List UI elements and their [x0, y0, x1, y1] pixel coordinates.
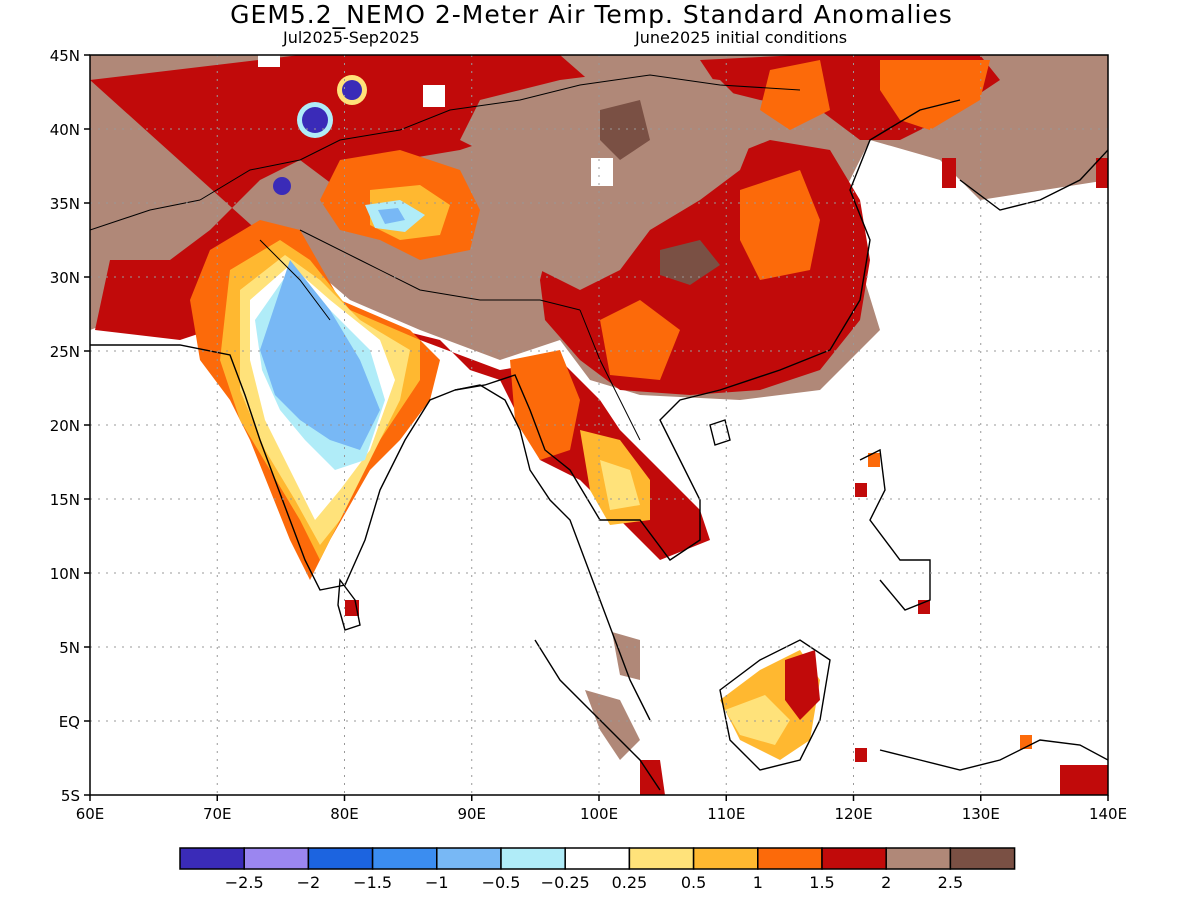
colorbar-label: −0.25 [541, 873, 590, 892]
anomaly-cell [942, 158, 956, 188]
tick-label-lon: 130E [962, 805, 1000, 823]
anomaly-region-darkbrown [660, 240, 720, 285]
tick-label-lat: 5N [59, 639, 80, 657]
colorbar-label: 0.5 [681, 873, 706, 892]
colorbar-label: 2.5 [938, 873, 963, 892]
colorbar-label: 2 [881, 873, 891, 892]
colorbar-label: −0.5 [482, 873, 521, 892]
tick-label-lat: 30N [50, 269, 80, 287]
colorbar-swatch [628, 847, 695, 870]
forecast-period: Jul2025-Sep2025 [283, 28, 420, 47]
colorbar-swatch [500, 847, 566, 870]
tick-label-lon: 80E [330, 805, 359, 823]
colorbar-label: 1 [753, 873, 763, 892]
tick-label-lon: 120E [834, 805, 872, 823]
colorbar-label: −1 [425, 873, 449, 892]
anomaly-spot-cold [342, 80, 362, 100]
tick-label-lat: EQ [59, 713, 80, 731]
anomaly-region-brown [612, 632, 640, 680]
colorbar-swatch [692, 847, 759, 870]
tick-label-lat: 25N [50, 343, 80, 361]
colorbar-swatch [307, 847, 374, 870]
tick-label-lon: 140E [1089, 805, 1127, 823]
anomaly-region-lightblue [260, 260, 380, 450]
tick-label-lat: 45N [50, 47, 80, 65]
anomaly-region-darkred [785, 650, 820, 720]
tick-label-lat: 15N [50, 491, 80, 509]
anomaly-cell [855, 483, 867, 497]
anomaly-spot-cold [302, 107, 328, 133]
tick-label-lat: 20N [50, 417, 80, 435]
anomaly-region-orange [880, 60, 990, 130]
coastline [90, 99, 1108, 791]
anomaly-spot-cold [273, 177, 291, 195]
colorbar-label: 1.5 [809, 873, 834, 892]
colorbar-label: −2.5 [225, 873, 264, 892]
colorbar-swatch [949, 847, 1016, 870]
tick-label-lat: 10N [50, 565, 80, 583]
page-title: GEM5.2_NEMO 2-Meter Air Temp. Standard A… [230, 0, 953, 29]
colorbar-swatch [885, 847, 952, 870]
anomaly-region-darkbrown [600, 100, 650, 160]
gridlines [90, 55, 1108, 795]
colorbar-label: −1.5 [353, 873, 392, 892]
initial-conditions: June2025 initial conditions [635, 28, 848, 47]
anomaly-cell [868, 453, 880, 467]
colorbar-swatch [821, 847, 887, 870]
tick-label-lat: 5S [61, 787, 80, 805]
missing-cell [423, 85, 445, 107]
tick-label-lat: 40N [50, 121, 80, 139]
anomaly-region-yellow [725, 695, 790, 745]
tick-label-lat: 35N [50, 195, 80, 213]
missing-cell [591, 158, 613, 186]
missing-cell [258, 55, 280, 67]
colorbar: −2.5 −2 −1.5 −1 −0.5 −0.25 0.25 0.5 1 1.5 2 2.5 [179, 847, 1016, 892]
borders [90, 74, 801, 441]
anomaly-region-yellow [600, 460, 640, 510]
anomaly-region-orange [760, 60, 830, 130]
axis-ticks: 60E 70E 80E 90E 100E 110E 120E 130E 140E 45N 40N 35… [50, 47, 1127, 823]
anomaly-region-lightblue [378, 208, 405, 224]
tick-label-lon: 110E [707, 805, 745, 823]
anomaly-region-orange [600, 300, 680, 380]
colorbar-swatch [757, 847, 823, 870]
anomaly-cell [1096, 158, 1108, 188]
anomaly-region-orange [740, 170, 820, 280]
colorbar-label: −2 [297, 873, 321, 892]
anomaly-region-brown [585, 690, 640, 760]
anomaly-region-orange [510, 350, 580, 460]
anomaly-cell [855, 748, 867, 762]
colorbar-swatch [436, 847, 502, 870]
colorbar-label: 0.25 [612, 873, 648, 892]
tick-label-lon: 100E [580, 805, 618, 823]
tick-label-lon: 70E [203, 805, 232, 823]
tick-label-lon: 60E [76, 805, 105, 823]
anomaly-field [90, 55, 1108, 795]
tick-label-lon: 90E [457, 805, 486, 823]
colorbar-swatch [179, 847, 245, 870]
colorbar-swatch [564, 847, 631, 870]
colorbar-swatch [371, 847, 438, 870]
anomaly-region-darkred [1060, 765, 1108, 795]
colorbar-swatch [243, 847, 310, 870]
